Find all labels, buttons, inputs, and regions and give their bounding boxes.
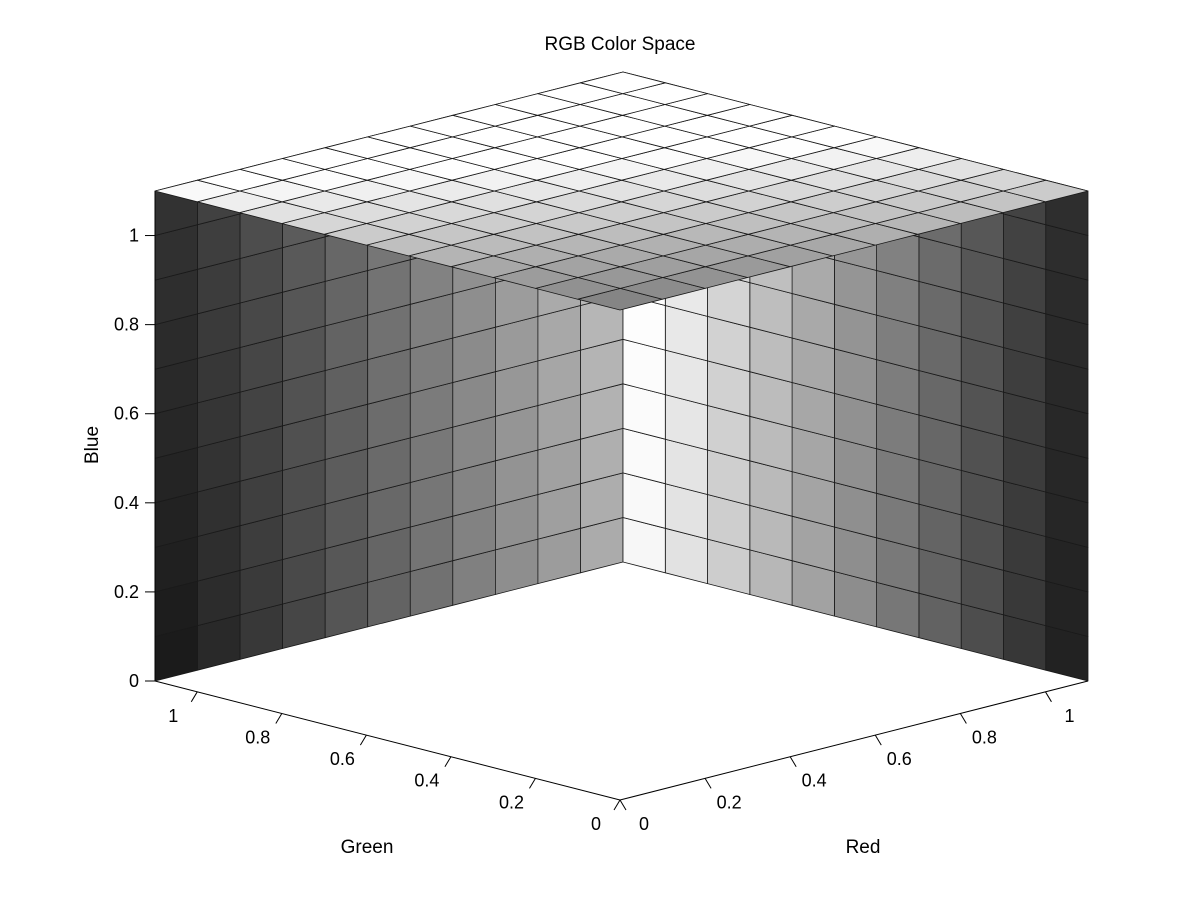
y-tick-mark [529, 778, 536, 789]
axes: 0 0.2 0.4 0.6 0.8 1 0 0.2 0.4 0.6 0.8 1 0 0.2 0.4 0.6 0.… [114, 191, 1089, 834]
z-axis-label: Blue [82, 426, 103, 464]
x-tick-mark [619, 799, 627, 811]
y-tick-label: 0.6 [330, 749, 355, 769]
chart-title: RGB Color Space [544, 34, 695, 55]
y-tick-label: 1 [168, 706, 178, 726]
x-tick-label: 0.8 [972, 728, 997, 748]
x-tick-mark [959, 713, 967, 724]
y-tick-label: 0.2 [499, 792, 524, 812]
z-tick-label: 0 [129, 671, 139, 691]
y-tick-mark [275, 713, 283, 724]
z-tick-label: 0.8 [114, 315, 139, 335]
y-tick-mark [190, 691, 198, 703]
x-axis-line [619, 680, 1089, 801]
y-tick-label: 0.8 [245, 728, 270, 748]
x-tick-label: 0.4 [802, 771, 827, 791]
x-tick-label: 1 [1064, 706, 1074, 726]
z-tick-label: 0.4 [114, 493, 139, 513]
x-tick-label: 0 [639, 814, 649, 834]
x-axis-label: Red [846, 837, 881, 858]
x-tick-label: 0.6 [887, 749, 912, 769]
y-tick-label: 0 [591, 814, 601, 834]
cube-face-top [580, 71, 666, 94]
y-tick-label: 0.4 [414, 771, 439, 791]
x-tick-mark [874, 734, 882, 746]
x-tick-label: 0.2 [717, 792, 742, 812]
cube-grid [154, 71, 1089, 682]
x-tick-mark [1045, 691, 1052, 703]
x-tick-mark [704, 778, 712, 789]
y-axis-label: Green [341, 837, 394, 858]
z-tick-label: 0.2 [114, 582, 139, 602]
y-tick-mark [444, 756, 452, 767]
z-tick-label: 1 [129, 226, 139, 246]
z-tick-label: 0.6 [114, 404, 139, 424]
y-axis-line [154, 680, 621, 801]
x-tick-mark [789, 756, 797, 767]
y-tick-mark [613, 799, 621, 811]
y-tick-mark [359, 734, 367, 746]
